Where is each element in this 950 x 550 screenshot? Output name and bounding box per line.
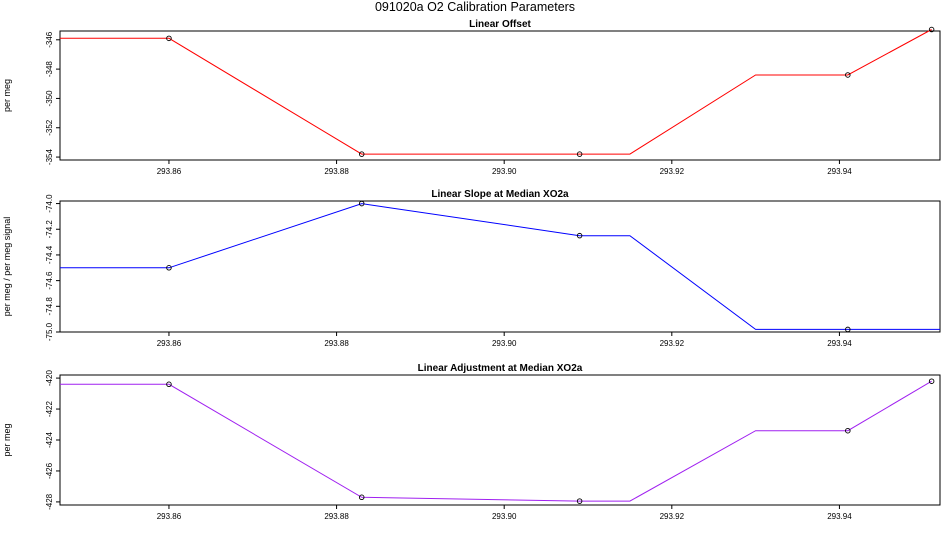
y-axis-label: per meg	[2, 79, 12, 112]
x-tick-label: 293.92	[660, 512, 685, 521]
data-point	[928, 26, 935, 33]
y-tick-label: -74.4	[45, 245, 54, 264]
data-point	[576, 498, 583, 504]
plot-frame	[59, 374, 941, 506]
y-tick-label: -75.0	[45, 322, 54, 341]
x-tick-label: 293.88	[324, 339, 349, 348]
y-tick-label: -74.8	[45, 297, 54, 316]
data-point	[166, 381, 172, 388]
panel-title: Linear Adjustment at Median XO2a	[418, 363, 583, 374]
data-point	[358, 494, 365, 501]
y-tick-label: -74.2	[45, 220, 54, 239]
y-tick-label: -426	[45, 462, 54, 479]
y-tick-label: -424	[45, 431, 54, 448]
data-point	[358, 200, 365, 207]
x-tick-label: 293.86	[157, 512, 182, 521]
data-point	[928, 378, 935, 384]
plot-frame	[59, 30, 941, 161]
series-line	[60, 29, 932, 155]
data-point	[576, 151, 583, 157]
data-point	[358, 151, 365, 157]
series-line	[60, 203, 940, 330]
data-point	[845, 427, 851, 434]
y-tick-label: -422	[45, 400, 54, 417]
x-tick-label: 293.94	[827, 339, 852, 348]
chart-main-title: 091020a O2 Calibration Parameters	[374, 0, 576, 14]
y-axis-label: per meg / per meg signal	[2, 217, 12, 317]
y-tick-label: -74.0	[45, 194, 54, 213]
data-point	[576, 232, 583, 239]
data-point	[845, 72, 851, 78]
y-tick-label: -348	[45, 61, 54, 78]
y-tick-label: -420	[45, 370, 54, 387]
x-tick-label: 293.88	[324, 512, 349, 521]
x-tick-label: 293.90	[492, 339, 517, 348]
x-tick-label: 293.90	[492, 167, 517, 176]
x-tick-label: 293.92	[660, 167, 685, 176]
y-tick-label: -428	[45, 493, 54, 510]
data-point	[166, 265, 172, 271]
data-point	[166, 35, 172, 42]
series-line	[60, 380, 932, 502]
x-tick-label: 293.86	[157, 339, 182, 348]
x-tick-label: 293.88	[324, 167, 349, 176]
x-tick-label: 293.86	[157, 167, 182, 176]
y-tick-label: -74.6	[45, 271, 54, 290]
x-tick-label: 293.94	[827, 167, 852, 176]
y-axis-label: per meg	[2, 423, 12, 456]
y-tick-label: -350	[45, 90, 54, 107]
y-tick-label: -352	[45, 119, 54, 136]
panel-title: Linear Offset	[469, 19, 531, 30]
y-tick-label: -354	[45, 149, 54, 166]
x-tick-label: 293.92	[660, 339, 685, 348]
y-tick-label: -346	[45, 31, 54, 48]
x-tick-label: 293.90	[492, 512, 517, 521]
panel-title: Linear Slope at Median XO2a	[431, 189, 569, 200]
plot-frame	[59, 200, 941, 333]
x-tick-label: 293.94	[827, 512, 852, 521]
data-point	[845, 326, 851, 333]
